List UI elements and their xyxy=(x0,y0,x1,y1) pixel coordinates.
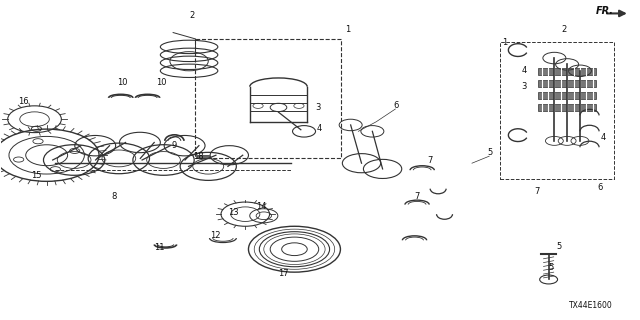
Text: 14: 14 xyxy=(256,202,267,211)
Text: 10: 10 xyxy=(118,78,128,87)
Text: 3: 3 xyxy=(521,82,527,91)
Text: 4: 4 xyxy=(521,66,527,75)
Bar xyxy=(538,68,596,75)
Text: 4: 4 xyxy=(601,132,606,141)
Bar xyxy=(538,104,596,111)
Text: TX44E1600: TX44E1600 xyxy=(569,301,612,310)
Bar xyxy=(538,92,596,99)
Text: 1: 1 xyxy=(346,25,351,34)
Text: 12: 12 xyxy=(210,231,221,240)
Text: 5: 5 xyxy=(548,263,554,272)
Text: 7: 7 xyxy=(414,192,419,201)
Text: 8: 8 xyxy=(111,192,116,201)
Bar xyxy=(538,80,596,87)
Text: 17: 17 xyxy=(278,269,289,278)
Text: 13: 13 xyxy=(228,208,239,217)
Text: 6: 6 xyxy=(394,101,399,110)
Text: 4: 4 xyxy=(317,124,322,133)
Text: 7: 7 xyxy=(428,156,433,165)
Text: 5: 5 xyxy=(556,242,561,251)
Text: 9: 9 xyxy=(172,141,177,150)
Text: FR.: FR. xyxy=(596,6,614,16)
Text: 3: 3 xyxy=(316,103,321,112)
Text: 16: 16 xyxy=(19,98,29,107)
Text: 10: 10 xyxy=(156,78,166,87)
Text: 11: 11 xyxy=(154,244,164,252)
Text: 6: 6 xyxy=(597,183,602,193)
Text: 2: 2 xyxy=(561,25,566,34)
Text: 5: 5 xyxy=(487,148,493,157)
Text: 1: 1 xyxy=(502,38,508,47)
Text: 2: 2 xyxy=(189,12,195,20)
Text: 15: 15 xyxy=(31,171,42,180)
Bar xyxy=(197,155,209,158)
Text: 18: 18 xyxy=(193,152,204,161)
Text: 7: 7 xyxy=(534,187,540,196)
